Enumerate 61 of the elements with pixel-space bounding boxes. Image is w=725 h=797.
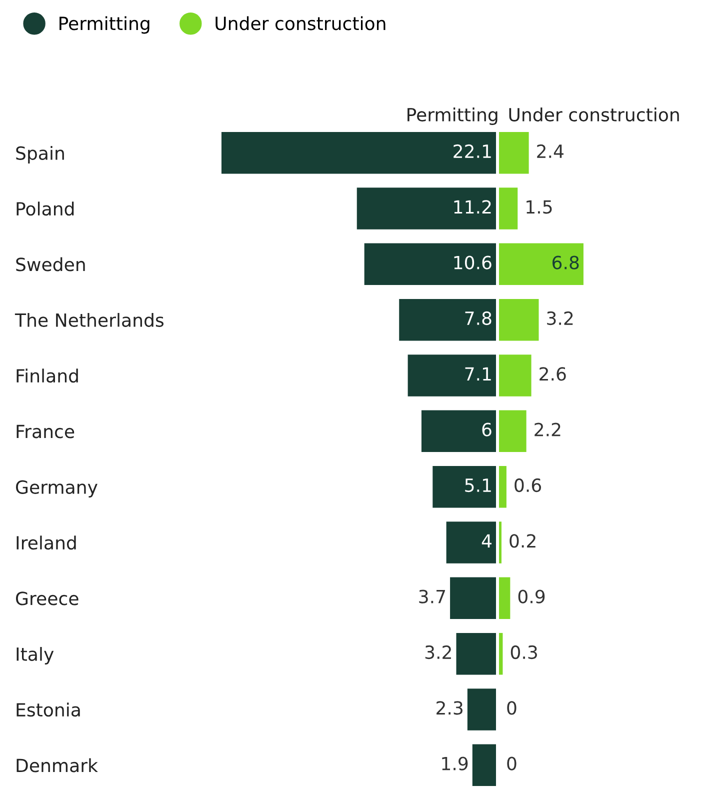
data-label: 11.2 <box>454 200 491 214</box>
data-label: 2.2 <box>534 422 560 436</box>
data-label: 4 <box>482 534 492 548</box>
bar <box>399 298 496 341</box>
y-tick-label: Greece <box>16 592 78 606</box>
bar <box>499 632 503 675</box>
y-tick-label: The Netherlands <box>14 312 164 327</box>
legend-label: Permitting <box>60 16 150 34</box>
data-label: 0 <box>507 756 516 770</box>
legend-label: Under construction <box>216 16 386 30</box>
data-label: 7.1 <box>465 367 491 380</box>
y-tick-label: Denmark <box>16 758 98 772</box>
bar <box>432 466 496 508</box>
bar <box>499 354 532 396</box>
data-label: 1.5 <box>526 200 552 214</box>
data-label: 0.6 <box>514 478 542 492</box>
bar <box>408 354 496 396</box>
bar <box>421 410 496 452</box>
bar <box>221 132 496 174</box>
bar <box>446 522 496 564</box>
data-label: 2.4 <box>537 144 564 158</box>
bar <box>499 466 506 508</box>
y-tick-label: Italy <box>16 646 54 664</box>
bar <box>450 577 496 620</box>
data-label: 22.1 <box>454 144 491 158</box>
text: Under construction <box>509 108 679 122</box>
data-label: 6 <box>482 422 492 436</box>
data-label: 0.3 <box>510 645 537 660</box>
bar <box>499 298 539 341</box>
bar <box>456 632 496 675</box>
bar <box>499 410 526 452</box>
data-label: 3.2 <box>425 645 451 660</box>
bar <box>472 744 496 786</box>
y-tick-label: Estonia <box>16 702 80 717</box>
data-label: 0.9 <box>518 590 545 604</box>
data-label: 7.8 <box>465 311 492 326</box>
bar <box>364 243 496 286</box>
bar <box>499 243 584 286</box>
data-label: 10.6 <box>454 256 492 270</box>
data-label: 5.1 <box>465 478 491 492</box>
y-tick-label: Poland <box>16 202 74 216</box>
text: Permitting <box>408 108 498 125</box>
y-tick-label: Ireland <box>16 536 76 550</box>
bar <box>467 688 496 730</box>
data-label: 1.9 <box>442 756 468 770</box>
bar <box>356 188 496 230</box>
bar <box>499 577 510 620</box>
bar <box>499 188 518 230</box>
bar <box>499 132 529 174</box>
data-label: 0.2 <box>510 534 536 548</box>
y-tick-label: France <box>16 424 74 438</box>
data-label: 2.6 <box>540 367 566 381</box>
data-label: 2.3 <box>436 701 462 715</box>
data-label: 0 <box>507 701 516 715</box>
data-label: 3.7 <box>419 590 446 604</box>
y-tick-label: Spain <box>16 146 64 164</box>
data-label: 3.2 <box>547 311 573 326</box>
y-tick-label: Finland <box>16 368 78 383</box>
data-label: 6.8 <box>552 256 579 270</box>
y-tick-label: Sweden <box>16 257 85 272</box>
y-tick-label: Germany <box>16 480 98 498</box>
